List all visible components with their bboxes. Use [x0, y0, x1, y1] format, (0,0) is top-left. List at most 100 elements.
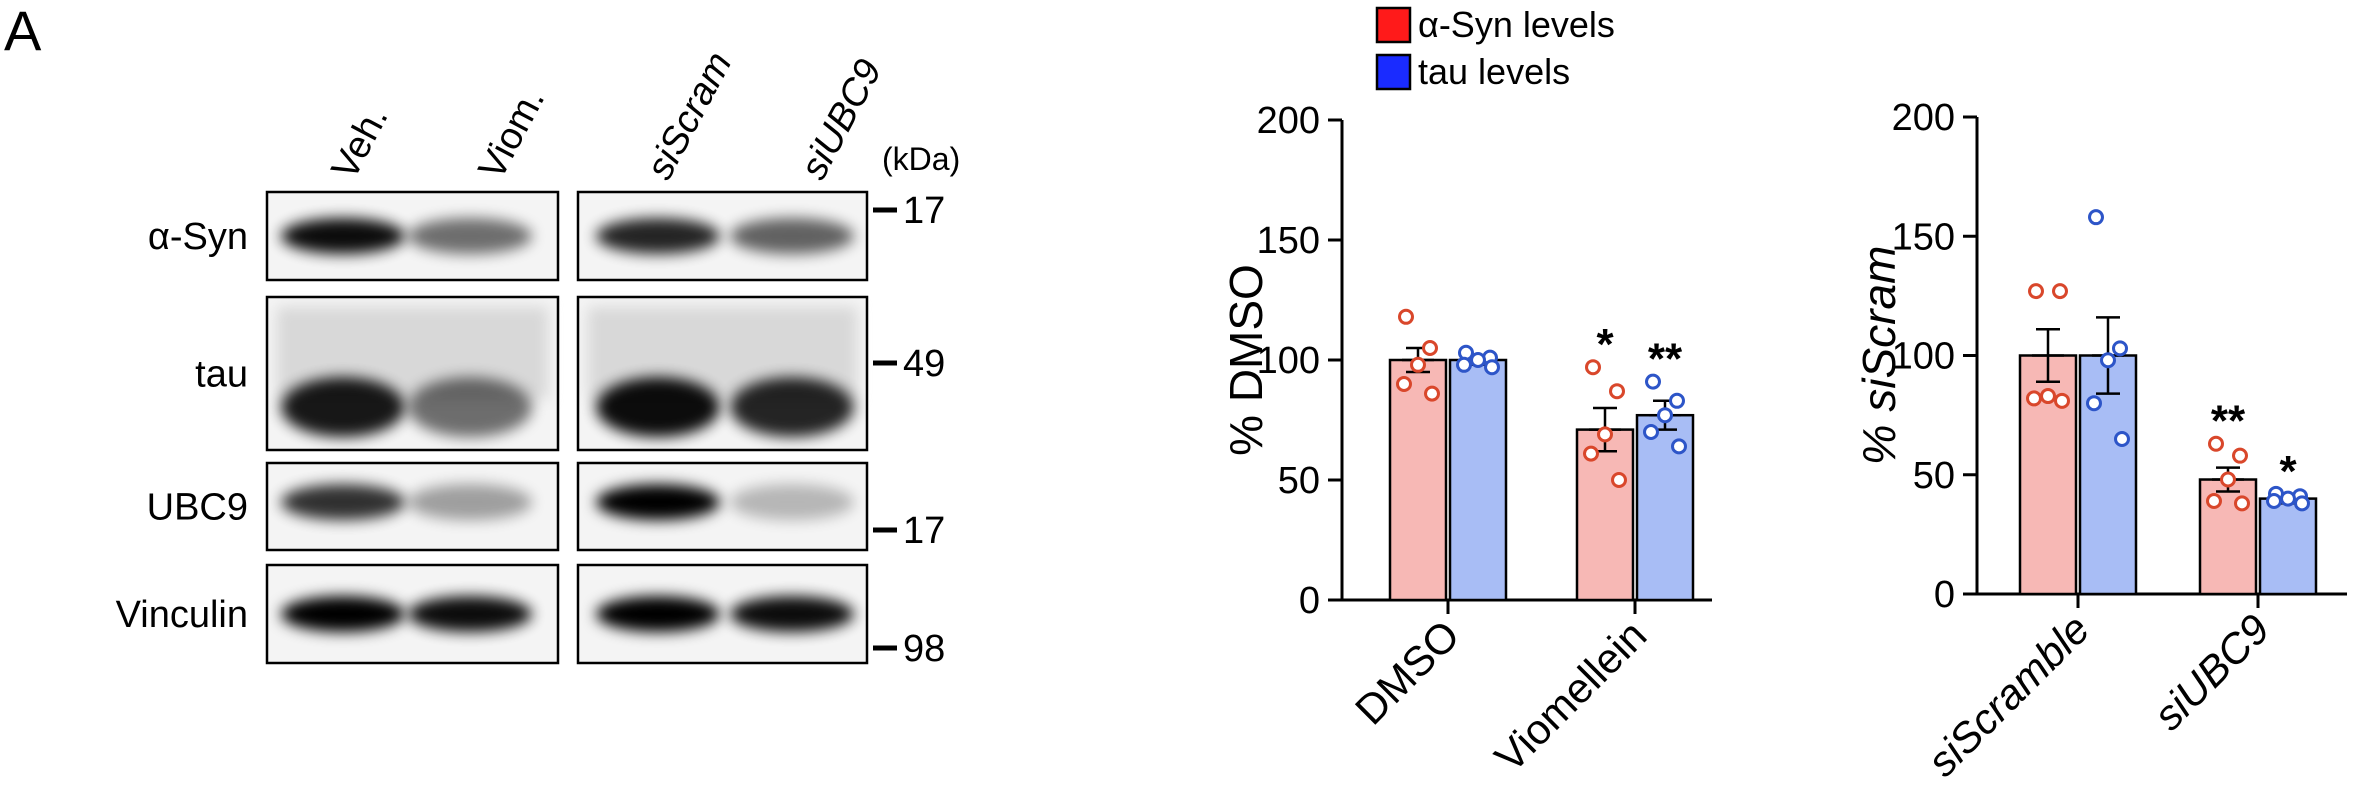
protein-label: tau: [195, 354, 248, 396]
lane-label: Viom.: [471, 81, 553, 186]
data-point: [1597, 426, 1613, 443]
data-point: [1424, 385, 1440, 402]
data-point: [1657, 407, 1673, 424]
y-tick-label: 150: [1892, 216, 1955, 258]
blot-panel: [265, 190, 560, 282]
blot-panel: [265, 295, 560, 452]
blot-frame: [265, 563, 560, 665]
blot-frame: [576, 461, 869, 552]
protein-label: UBC9: [147, 487, 248, 529]
data-point: [1484, 359, 1500, 376]
y-tick-label: 100: [1892, 336, 1955, 378]
blot-panel: [576, 190, 869, 282]
blot-band: [281, 484, 405, 521]
bar: [2078, 354, 2138, 596]
marker-label: 49: [903, 343, 945, 385]
blot-frame: [265, 295, 560, 452]
data-point: [2234, 495, 2250, 512]
data-point: [1398, 308, 1414, 325]
blot-band: [730, 218, 854, 254]
y-tick-label: 0: [1934, 574, 1955, 616]
blot-panel: [576, 563, 869, 665]
blot-frame: [576, 295, 869, 452]
data-point: [1410, 356, 1426, 373]
significance-label: *: [2279, 447, 2297, 496]
legend-label: α-Syn levels: [1418, 4, 1615, 45]
data-point: [2294, 495, 2310, 512]
blot-band: [596, 596, 720, 632]
data-point: [1611, 472, 1627, 488]
legend-swatch: [1375, 53, 1412, 91]
x-tick-label: siUBC9: [2144, 605, 2278, 739]
blot-panel: [576, 295, 869, 452]
marker-label: 17: [903, 510, 945, 552]
data-point: [2206, 492, 2222, 509]
data-point: [2040, 388, 2056, 405]
bar: [2258, 497, 2318, 596]
x-tick-label: Viomellein: [1486, 611, 1656, 781]
blot-frame: [576, 563, 869, 665]
data-point: [1671, 438, 1687, 455]
lane-label: siUBC9: [793, 53, 891, 186]
data-point: [2114, 430, 2130, 447]
data-point: [2208, 435, 2224, 452]
y-axis-label: % siScram: [1853, 246, 1905, 466]
blot-frame: [265, 461, 560, 552]
x-tick-label: siScramble: [1918, 605, 2098, 785]
significance-label: **: [2211, 397, 2246, 446]
y-axis-label: % DMSO: [1220, 264, 1272, 456]
y-tick-label: 50: [1913, 455, 1955, 497]
blot-frame: [576, 190, 869, 282]
significance-label: **: [1648, 335, 1683, 384]
legend-label: tau levels: [1418, 51, 1570, 92]
kda-label: (kDa): [882, 141, 960, 177]
blot-band: [281, 218, 405, 254]
blot-band: [408, 484, 532, 521]
data-point: [2266, 492, 2282, 509]
panel-label: A: [4, 0, 42, 62]
marker-label: 17: [903, 190, 945, 232]
data-point: [2086, 395, 2102, 412]
blot-band: [730, 484, 854, 521]
blot-band: [281, 377, 405, 438]
protein-label: α-Syn: [148, 216, 248, 258]
blot-band: [730, 377, 854, 438]
data-point: [1422, 340, 1438, 356]
blot-band: [281, 596, 405, 632]
data-point: [2232, 447, 2248, 464]
y-tick-label: 200: [1257, 100, 1320, 142]
bar: [1448, 358, 1508, 602]
blot-band: [408, 377, 532, 438]
protein-label: Vinculin: [116, 594, 248, 636]
data-point: [1669, 392, 1685, 409]
data-point: [1456, 356, 1472, 373]
error-bar: [2032, 328, 2064, 383]
marker-label: 98: [903, 628, 945, 670]
data-point: [2220, 471, 2236, 488]
blot-band: [596, 484, 720, 521]
blot-frame: [265, 190, 560, 282]
data-point: [1645, 373, 1661, 390]
y-tick-label: 150: [1257, 220, 1320, 262]
blot-panel: [265, 461, 560, 552]
data-point: [1609, 383, 1625, 400]
data-point: [2100, 352, 2116, 369]
lane-label: siScram: [639, 45, 741, 186]
data-point: [1583, 445, 1599, 462]
data-point: [2052, 283, 2068, 300]
blot-band: [596, 218, 720, 254]
blot-band: [730, 596, 854, 632]
blot-panel: [265, 563, 560, 665]
data-point: [2028, 283, 2044, 300]
data-point: [1585, 359, 1601, 376]
data-point: [2026, 390, 2042, 407]
blot-band: [408, 218, 532, 254]
lane-label: Veh.: [324, 99, 397, 186]
data-point: [1396, 376, 1412, 392]
y-tick-label: 0: [1299, 580, 1320, 622]
data-point: [1643, 424, 1659, 440]
blot-band: [408, 596, 532, 632]
data-point: [2088, 209, 2104, 226]
legend-swatch: [1375, 6, 1412, 44]
